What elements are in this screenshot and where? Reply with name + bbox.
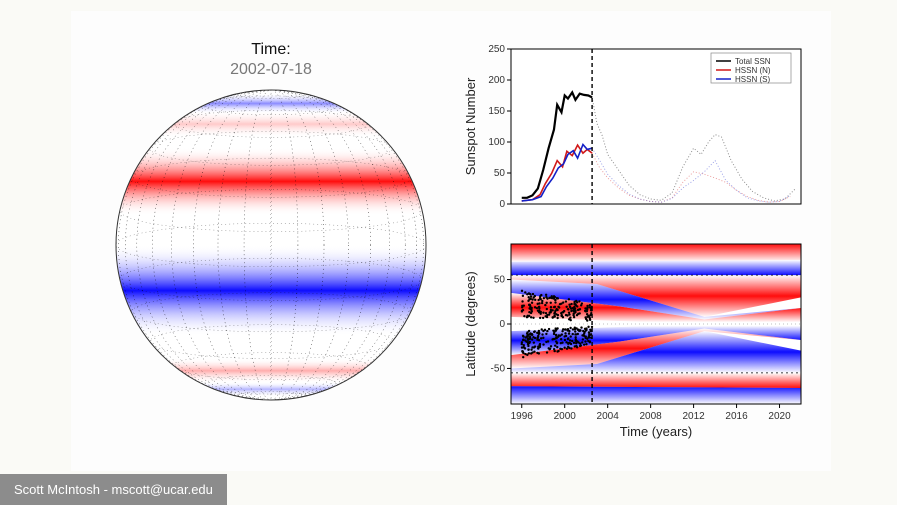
svg-text:2000: 2000 (554, 411, 577, 422)
svg-text:Latitude (degrees): Latitude (degrees) (463, 271, 478, 377)
butterfly-chart-svg: -50 0 50 1996 2000 2004 2008 2012 2016 2020 Latitu… (461, 236, 811, 446)
svg-text:1996: 1996 (511, 411, 534, 422)
sunspot-chart: 050100150200250Sunspot NumberTotal SSNHS… (461, 41, 811, 226)
svg-text:Sunspot Number: Sunspot Number (463, 77, 478, 175)
svg-text:250: 250 (488, 44, 505, 55)
svg-text:2004: 2004 (597, 411, 620, 422)
svg-text:2008: 2008 (640, 411, 663, 422)
svg-text:2016: 2016 (725, 411, 748, 422)
attribution-text: Scott McIntosh - mscott@ucar.edu (14, 482, 213, 497)
svg-text:HSSN (S): HSSN (S) (735, 75, 770, 84)
attribution-bar: Scott McIntosh - mscott@ucar.edu (0, 474, 227, 505)
globe-date: 2002-07-18 (101, 61, 441, 79)
svg-text:-50: -50 (491, 363, 506, 374)
svg-text:0: 0 (499, 319, 505, 330)
svg-text:200: 200 (488, 75, 505, 86)
svg-text:100: 100 (488, 137, 505, 148)
globe-svg (101, 85, 441, 415)
svg-text:2020: 2020 (768, 411, 791, 422)
svg-text:150: 150 (488, 106, 505, 117)
figure-stage: Time: 2002-07-18 0 50 100 150 200 250 Sunspot … (70, 10, 832, 472)
svg-text:50: 50 (494, 168, 506, 179)
butterfly-chart: -50 0 50 1996 2000 2004 2008 2012 2016 2020 Latitu… (461, 236, 811, 446)
svg-text:50: 50 (494, 275, 506, 286)
svg-text:Total SSN: Total SSN (735, 57, 771, 66)
svg-text:HSSN (N): HSSN (N) (735, 66, 771, 75)
globe-panel: Time: 2002-07-18 (101, 41, 441, 415)
svg-text:0: 0 (499, 199, 505, 210)
globe-title: Time: (101, 41, 441, 59)
sunspot-chart-svg: 050100150200250Sunspot NumberTotal SSNHS… (461, 41, 811, 226)
svg-text:Time (years): Time (years) (620, 424, 692, 439)
svg-text:2012: 2012 (682, 411, 705, 422)
